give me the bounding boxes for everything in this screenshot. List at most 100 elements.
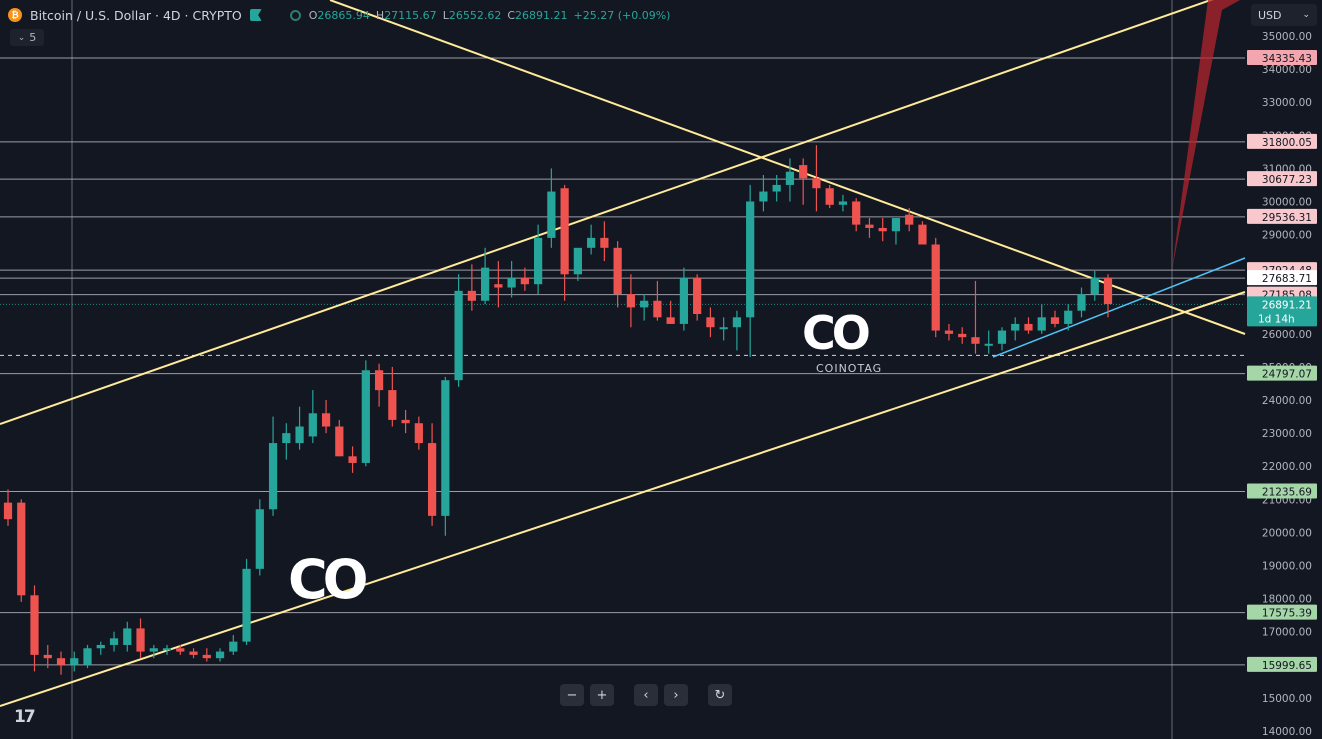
candle-body xyxy=(507,277,516,288)
candle-body xyxy=(1024,323,1033,331)
y-tick-label: 23000.00 xyxy=(1262,428,1312,440)
projection-cone xyxy=(1172,0,1240,270)
candle-body xyxy=(587,237,596,248)
candle xyxy=(1037,304,1046,334)
zoom-out-button[interactable]: − xyxy=(560,684,584,706)
candle xyxy=(759,175,768,212)
candle-body xyxy=(958,333,967,338)
candle xyxy=(812,145,821,212)
y-tick-label: 30000.00 xyxy=(1262,196,1312,208)
candle-body xyxy=(719,327,728,330)
candle xyxy=(547,168,556,248)
candle-body xyxy=(494,284,503,288)
candle-body xyxy=(30,595,39,655)
candle xyxy=(348,446,357,473)
currency-select[interactable]: USD ⌄ xyxy=(1251,4,1317,26)
candle xyxy=(361,360,370,467)
candle xyxy=(1103,274,1113,318)
candle-body xyxy=(308,413,317,437)
candle xyxy=(507,261,516,298)
scroll-right-button[interactable]: › xyxy=(664,684,688,706)
candle xyxy=(838,194,848,212)
candle-body xyxy=(838,201,848,205)
candle-body xyxy=(997,330,1007,344)
flag-icon[interactable] xyxy=(249,9,262,21)
candle xyxy=(1050,310,1060,328)
y-tick-label: 29000.00 xyxy=(1262,230,1312,242)
chart-toolbar: − + ‹ › ↻ xyxy=(560,684,732,706)
candle-body xyxy=(918,224,927,245)
candle xyxy=(520,267,529,291)
candle-body xyxy=(43,654,52,659)
candle-body xyxy=(255,509,264,569)
candle xyxy=(1090,270,1099,301)
candle xyxy=(560,184,569,301)
candlestick-series xyxy=(3,145,1113,675)
candle-body xyxy=(944,330,954,334)
current-price-tag-bg xyxy=(1247,296,1317,327)
candle xyxy=(481,247,490,305)
candle xyxy=(573,247,582,281)
level-label-bg xyxy=(1247,656,1317,672)
level-label-bg xyxy=(1247,270,1317,286)
candle-body xyxy=(202,654,211,659)
candle-body xyxy=(335,426,344,457)
candle xyxy=(852,198,861,232)
candle-body xyxy=(414,423,423,444)
y-tick-label: 18000.00 xyxy=(1262,594,1312,606)
chevron-down-icon: ⌄ xyxy=(1302,10,1310,20)
candle-body xyxy=(109,638,119,645)
candle-body xyxy=(149,648,158,652)
minor-trend-line xyxy=(992,257,1246,358)
zoom-in-button[interactable]: + xyxy=(590,684,614,706)
y-tick-label: 24000.00 xyxy=(1262,395,1312,407)
level-label: 15999.65 xyxy=(1262,660,1312,672)
candle xyxy=(282,423,291,460)
ascending-channel-upper xyxy=(0,0,1214,425)
candle-body xyxy=(242,568,251,642)
candle-body xyxy=(666,317,675,324)
candle-body xyxy=(600,237,609,248)
reset-chart-button[interactable]: ↻ xyxy=(708,684,732,706)
candle xyxy=(308,390,317,444)
candle-body xyxy=(825,188,834,205)
candle-body xyxy=(971,337,980,344)
candle xyxy=(825,184,834,209)
ascending-channel-lower xyxy=(0,291,1246,707)
candle-body xyxy=(268,443,278,510)
candle-body xyxy=(653,300,662,318)
candle-body xyxy=(17,502,26,596)
candle xyxy=(149,644,158,659)
candle-body xyxy=(56,658,66,665)
candle-body xyxy=(96,644,105,649)
candle-body xyxy=(1064,310,1073,324)
horizontal-levels xyxy=(0,0,1254,739)
level-label: 21235.69 xyxy=(1262,487,1312,499)
candle xyxy=(706,307,715,338)
watermark-caption: COINOTAG xyxy=(816,362,883,375)
y-tick-label: 26000.00 xyxy=(1262,329,1312,341)
candle xyxy=(693,274,702,321)
candle xyxy=(679,267,689,331)
candle xyxy=(43,644,52,669)
candle xyxy=(1064,304,1073,331)
candle xyxy=(454,274,463,387)
level-label-bg xyxy=(1247,483,1317,499)
candle-body xyxy=(1077,294,1086,311)
candle xyxy=(653,280,662,321)
candle xyxy=(905,208,914,232)
candle-body xyxy=(865,224,874,228)
candle xyxy=(1024,317,1033,334)
level-label-bg xyxy=(1247,365,1317,381)
candle-body xyxy=(1037,317,1046,331)
candle xyxy=(30,585,39,672)
symbol-title[interactable]: Bitcoin / U.S. Dollar · 4D · CRYPTO xyxy=(30,7,242,23)
candle-body xyxy=(613,247,622,295)
indicators-toggle[interactable]: ⌄ 5 xyxy=(10,29,44,46)
y-tick-label: 17000.00 xyxy=(1262,627,1312,639)
trend-lines xyxy=(0,0,1246,707)
candle-body xyxy=(759,191,768,202)
candle xyxy=(746,184,755,358)
scroll-left-button[interactable]: ‹ xyxy=(634,684,658,706)
